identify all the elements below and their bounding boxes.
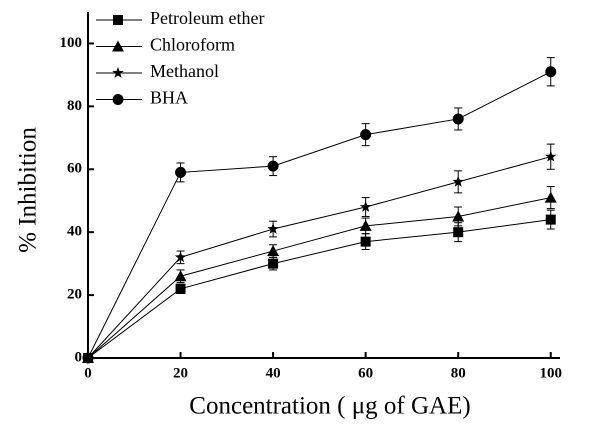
y-axis-title: % Inhibition <box>15 127 42 253</box>
data-point <box>174 251 187 263</box>
y-tick-label: 100 <box>60 35 83 51</box>
data-point <box>544 191 557 203</box>
legend-marker <box>113 15 123 25</box>
series-line <box>87 197 551 359</box>
data-point <box>359 219 372 231</box>
x-axis-title: Concentration ( μg of GAE) <box>189 393 470 420</box>
y-tick-label: 0 <box>75 349 83 365</box>
data-point <box>545 214 556 225</box>
y-tick-label: 40 <box>67 224 82 240</box>
data-point <box>453 227 464 238</box>
data-point <box>360 129 372 141</box>
legend-label: Petroleum ether <box>150 8 264 28</box>
data-point <box>174 270 187 282</box>
legend-label: Methanol <box>150 61 219 81</box>
data-point <box>452 210 465 222</box>
legend-marker <box>112 40 124 52</box>
legend-label: BHA <box>150 88 188 108</box>
y-tick-label: 80 <box>67 98 82 114</box>
y-tick-label: 60 <box>67 161 82 177</box>
series-line <box>87 156 551 359</box>
data-point <box>175 166 187 178</box>
data-point <box>267 245 280 257</box>
data-point <box>359 201 372 212</box>
legend-marker <box>112 94 124 105</box>
data-point <box>360 236 371 247</box>
data-point <box>267 223 279 234</box>
x-tick-label: 0 <box>84 365 92 381</box>
legend-label: Chloroform <box>150 35 235 55</box>
x-tick-label: 60 <box>358 365 373 381</box>
series-line <box>87 71 551 359</box>
legend-marker <box>112 67 124 78</box>
x-tick-label: 20 <box>173 365 188 381</box>
x-tick-label: 40 <box>266 365 281 381</box>
x-tick-label: 80 <box>451 365 466 381</box>
data-point <box>545 150 557 162</box>
x-tick-label: 100 <box>539 365 562 381</box>
series-line <box>87 219 551 359</box>
data-point <box>268 258 279 269</box>
y-tick-label: 20 <box>67 287 82 303</box>
data-point <box>452 175 464 187</box>
data-point <box>175 283 186 294</box>
data-point <box>545 66 557 78</box>
data-point <box>267 160 279 172</box>
data-point <box>452 113 464 125</box>
data-point <box>82 352 94 364</box>
